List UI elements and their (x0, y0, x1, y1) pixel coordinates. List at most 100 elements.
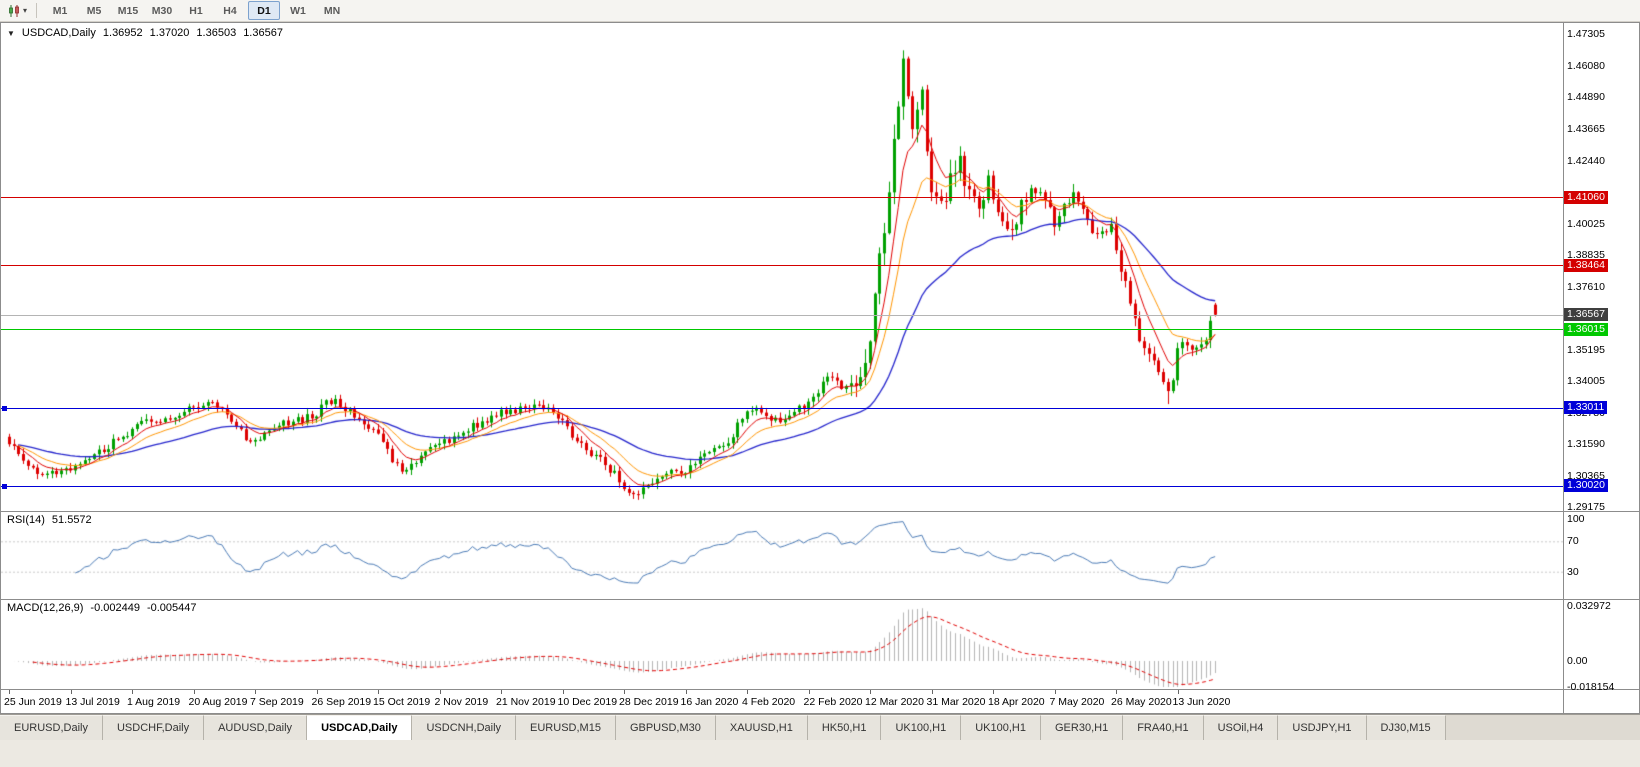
chart-tab-ger30-h1[interactable]: GER30,H1 (1041, 715, 1124, 740)
price-axis-separator (1563, 23, 1564, 713)
macd-signal-value: -0.005447 (146, 602, 197, 614)
pane-separator (1, 689, 1639, 690)
horizontal-line-1.30020[interactable] (1, 486, 1563, 487)
chart-tabs-bar: EURUSD,Daily USDCHF,Daily AUDUSD,Daily USDC… (0, 714, 1640, 740)
chart-tab-usdchf-daily[interactable]: USDCHF,Daily (102, 715, 205, 740)
horizontal-line-1.38464[interactable] (1, 265, 1563, 266)
date-tick (747, 690, 748, 694)
date-axis[interactable]: 25 Jun 2019 13 Jul 2019 1 Aug 2019 20 Aug 2… (1, 689, 1563, 713)
date-axis-label: 18 Apr 2020 (988, 696, 1045, 708)
date-tick (193, 690, 195, 694)
chart-tab-usdcnh-daily[interactable]: USDCNH,Daily (412, 715, 517, 740)
timeframe-button-m1[interactable]: M1 (52, 4, 68, 17)
date-axis-label: 4 Feb 2020 (742, 696, 796, 708)
date-axis-label: 2 Nov 2019 (434, 696, 489, 708)
price-axis-label: 1.35195 (1567, 344, 1605, 357)
date-tick (870, 690, 871, 694)
date-axis-label: 21 Nov 2019 (496, 696, 556, 708)
line-handle[interactable] (2, 484, 7, 489)
date-tick (1116, 690, 1117, 694)
rsi-axis-label: 100 (1567, 512, 1585, 525)
chart-tab-usoil-h4[interactable]: USOil,H4 (1203, 715, 1279, 740)
date-axis-label: 20 Aug 2019 (188, 696, 248, 708)
main-chart-canvas[interactable] (1, 23, 1563, 511)
chart-header: ▼ USDCAD,Daily 1.36952 1.37020 1.36503 1… (7, 27, 283, 39)
chart-tab-uk100-h1[interactable]: UK100,H1 (961, 715, 1041, 740)
price-line-label: 1.41060 (1564, 190, 1608, 204)
date-axis-label: 26 Sep 2019 (311, 696, 372, 708)
horizontal-line-1.33011[interactable] (1, 408, 1563, 409)
chevron-down-icon: ▾ (23, 6, 28, 15)
chart-tab-eurusd-daily[interactable]: EURUSD,Daily (0, 715, 103, 740)
pane-separator[interactable] (1, 511, 1639, 512)
ohlc-high: 1.37020 (149, 27, 190, 39)
rsi-name: RSI(14) (7, 514, 45, 526)
date-tick (685, 690, 687, 694)
date-tick (808, 690, 810, 694)
rsi-label: RSI(14) 51.5572 (7, 514, 92, 526)
date-axis-label: 31 Mar 2020 (926, 696, 986, 708)
macd-name: MACD(12,26,9) (7, 602, 84, 614)
price-line-label: 1.36015 (1564, 322, 1608, 336)
rsi-pane[interactable]: RSI(14) 51.5572 (1, 511, 1563, 599)
date-tick (316, 690, 318, 694)
horizontal-line-1.36015[interactable] (1, 329, 1563, 330)
date-tick (9, 690, 10, 694)
chart-tab-dj30-m15[interactable]: DJ30,M15 (1366, 715, 1446, 740)
macd-axis-label: -0.018154 (1567, 680, 1615, 693)
date-tick (624, 690, 625, 694)
timeframe-button-m15[interactable]: M15 (117, 4, 139, 17)
chart-tab-hk50-h1[interactable]: HK50,H1 (807, 715, 882, 740)
timeframe-button-h1[interactable]: H1 (189, 4, 203, 17)
macd-label: MACD(12,26,9) -0.002449 -0.005447 (7, 602, 197, 614)
horizontal-line-1.41060[interactable] (1, 197, 1563, 198)
price-axis-label: 1.47305 (1567, 27, 1605, 40)
timeframe-button-w1[interactable]: W1 (290, 4, 306, 17)
price-axis-label: 1.40025 (1567, 217, 1605, 230)
timeframe-buttons: M1 M5 M15 M30 H1 H4 D1 W1 MN (43, 1, 349, 20)
chart-tab-xauusd-h1[interactable]: XAUUSD,H1 (715, 715, 808, 740)
timeframe-button-mn[interactable]: MN (323, 4, 341, 17)
timeframe-button-m30[interactable]: M30 (151, 4, 173, 17)
current-price-line (1, 315, 1563, 316)
price-axis-label: 1.38835 (1567, 248, 1605, 261)
date-axis-label: 28 Dec 2019 (619, 696, 679, 708)
timeframe-button-h4[interactable]: H4 (223, 4, 237, 17)
chart-tab-gbpusd-m30[interactable]: GBPUSD,M30 (615, 715, 716, 740)
pane-separator[interactable] (1, 599, 1639, 600)
candlestick-chart-icon[interactable]: ▾ (4, 2, 30, 20)
rsi-value: 51.5572 (51, 514, 92, 526)
date-axis-label: 16 Jan 2020 (680, 696, 739, 708)
price-line-label: 1.30020 (1564, 479, 1608, 493)
line-handle[interactable] (2, 406, 7, 411)
macd-pane[interactable]: MACD(12,26,9) -0.002449 -0.005447 (1, 599, 1563, 689)
toolbar-separator (36, 3, 38, 18)
macd-main-value: -0.002449 (90, 602, 140, 614)
chart-tab-audusd-daily[interactable]: AUDUSD,Daily (204, 715, 308, 740)
chart-tab-eurusd-m15[interactable]: EURUSD,M15 (516, 715, 616, 740)
timeframe-button-m5[interactable]: M5 (86, 4, 102, 17)
chart-tab-fra40-h1[interactable]: FRA40,H1 (1123, 715, 1204, 740)
candlestick-glyph (9, 4, 19, 17)
date-tick (1177, 690, 1179, 694)
date-axis-label: 13 Jul 2019 (65, 696, 120, 708)
price-axis-label: 1.37610 (1567, 280, 1605, 293)
date-tick (439, 690, 441, 694)
date-tick (132, 690, 133, 694)
chart-tab-usdjpy-h1[interactable]: USDJPY,H1 (1278, 715, 1367, 740)
collapse-triangle-icon[interactable]: ▼ (7, 28, 15, 38)
price-axis-label: 1.42440 (1567, 154, 1605, 167)
price-chart-pane[interactable]: ▼ USDCAD,Daily 1.36952 1.37020 1.36503 1… (1, 23, 1563, 511)
macd-canvas[interactable] (1, 599, 1563, 689)
rsi-canvas[interactable] (1, 511, 1563, 599)
price-axis[interactable]: 1.47305 1.46080 1.44890 1.43665 1.42440 1.410… (1563, 23, 1638, 713)
price-axis-label: 1.30365 (1567, 470, 1605, 483)
price-line-label: 1.38464 (1564, 258, 1608, 272)
date-tick (255, 690, 256, 694)
chart-tab-uk100-h1[interactable]: UK100,H1 (881, 715, 962, 740)
chart-tab-usdcad-daily[interactable]: USDCAD,Daily (307, 715, 413, 740)
date-tick (993, 690, 994, 694)
date-axis-label: 26 May 2020 (1111, 696, 1172, 708)
timeframe-button-d1[interactable]: D1 (248, 1, 281, 20)
